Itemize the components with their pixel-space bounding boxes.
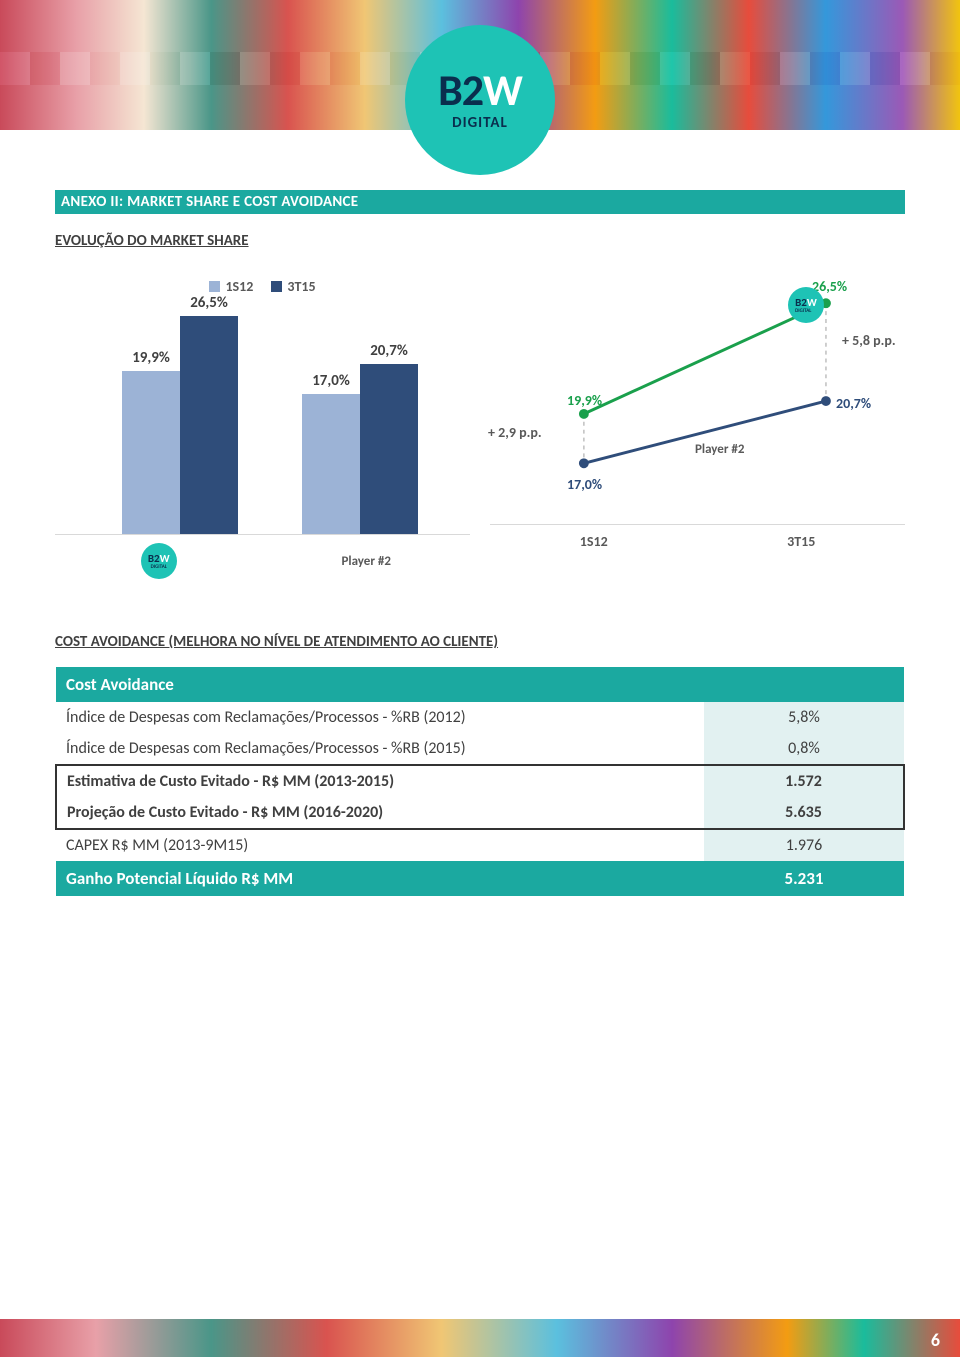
line-chart-xlabels: 1S123T15 xyxy=(490,524,905,550)
bar-value-label: 26,5% xyxy=(180,294,238,312)
table-row: Índice de Despesas com Reclamações/Proce… xyxy=(56,702,904,733)
table-header-cell: Cost Avoidance xyxy=(56,667,904,702)
table-row: Índice de Despesas com Reclamações/Proce… xyxy=(56,733,904,765)
bar-value-label: 19,9% xyxy=(122,349,180,367)
bar-value-label: 20,7% xyxy=(360,342,418,360)
bar-group: 17,0%20,7% xyxy=(290,364,430,534)
table-label-cell: Índice de Despesas com Reclamações/Proce… xyxy=(56,702,704,733)
logo-w: W xyxy=(483,63,522,117)
line-x-label: 3T15 xyxy=(698,533,906,550)
line-point-label: 17,0% xyxy=(567,476,602,493)
content-area: ANEXO II: MARKET SHARE E COST AVOIDANCE … xyxy=(0,190,960,896)
bar-chart-legend: 1S12 3T15 xyxy=(55,278,470,295)
bar-chart-area: 19,9%26,5%17,0%20,7% xyxy=(55,305,470,535)
legend-swatch xyxy=(271,281,282,292)
logo-b: B xyxy=(438,63,462,117)
page-number: 6 xyxy=(931,1329,940,1351)
table-footer-label: Ganho Potencial Líquido R$ MM xyxy=(56,861,704,896)
cost-avoidance-table: Cost AvoidanceÍndice de Despesas com Rec… xyxy=(55,667,905,896)
logo-text-sub: DIGITAL xyxy=(452,114,508,132)
bar-category-label: B2WDIGITAL xyxy=(55,543,263,579)
table-label-cell: Projeção de Custo Evitado - R$ MM (2016-… xyxy=(56,797,704,829)
table-row: CAPEX R$ MM (2013-9M15)1.976 xyxy=(56,829,904,861)
table-header-row: Cost Avoidance xyxy=(56,667,904,702)
logo-2: 2 xyxy=(462,63,483,117)
legend-item: 1S12 xyxy=(209,278,253,295)
bar-group: 19,9%26,5% xyxy=(110,316,250,534)
bar: 17,0% xyxy=(302,394,360,534)
table-value-cell: 5.635 xyxy=(704,797,904,829)
line-player2-label: Player #2 xyxy=(695,442,744,457)
legend-item: 3T15 xyxy=(271,278,315,295)
table-label-cell: CAPEX R$ MM (2013-9M15) xyxy=(56,829,704,861)
line-chart-area: 19,9%26,5%+ 5,8 p.p.17,0%20,7%+ 2,9 p.p.… xyxy=(490,284,905,524)
line-delta-label: + 5,8 p.p. xyxy=(842,332,896,349)
bar-category-label: Player #2 xyxy=(263,554,471,569)
b2w-logo: B2W DIGITAL xyxy=(405,25,555,175)
bar: 19,9% xyxy=(122,371,180,534)
table-value-cell: 1.976 xyxy=(704,829,904,861)
legend-label: 1S12 xyxy=(225,278,253,295)
bar-chart-panel: 1S123T15 19,9%26,5%17,0%20,7% B2WDIGITAL… xyxy=(55,278,470,578)
bar: 20,7% xyxy=(360,364,418,534)
table-row: Projeção de Custo Evitado - R$ MM (2016-… xyxy=(56,797,904,829)
table-label-cell: Índice de Despesas com Reclamações/Proce… xyxy=(56,733,704,765)
line-point-label: 19,9% xyxy=(567,392,602,409)
table-row: Estimativa de Custo Evitado - R$ MM (201… xyxy=(56,765,904,797)
b2w-mini-logo-icon: B2WDIGITAL xyxy=(141,543,177,579)
line-x-label: 1S12 xyxy=(490,533,698,550)
table-footer-value: 5.231 xyxy=(704,861,904,896)
bar-value-label: 17,0% xyxy=(302,372,360,390)
bar-chart-xlabels: B2WDIGITAL Player #2 xyxy=(55,543,470,579)
line-point-label: 20,7% xyxy=(836,395,871,412)
logo-text-main: B2W xyxy=(438,68,522,112)
table-value-cell: 5,8% xyxy=(704,702,904,733)
table-value-cell: 1.572 xyxy=(704,765,904,797)
b2w-mini-logo-icon: B2WDIGITAL xyxy=(788,287,824,323)
footer-band xyxy=(0,1319,960,1357)
charts-row: 1S123T15 19,9%26,5%17,0%20,7% B2WDIGITAL… xyxy=(55,278,905,578)
bar: 26,5% xyxy=(180,316,238,534)
table-footer-row: Ganho Potencial Líquido R$ MM5.231 xyxy=(56,861,904,896)
section-title-bar: ANEXO II: MARKET SHARE E COST AVOIDANCE xyxy=(55,190,905,214)
legend-swatch xyxy=(209,281,220,292)
table-label-cell: Estimativa de Custo Evitado - R$ MM (201… xyxy=(56,765,704,797)
line-chart-panel: 19,9%26,5%+ 5,8 p.p.17,0%20,7%+ 2,9 p.p.… xyxy=(490,278,905,578)
subtitle-market-share: EVOLUÇÃO DO MARKET SHARE xyxy=(55,232,905,250)
table-value-cell: 0,8% xyxy=(704,733,904,765)
legend-label: 3T15 xyxy=(287,278,315,295)
subtitle-cost-avoidance: COST AVOIDANCE (MELHORA NO NÍVEL DE ATEN… xyxy=(55,633,905,651)
line-delta-label: + 2,9 p.p. xyxy=(488,424,542,441)
